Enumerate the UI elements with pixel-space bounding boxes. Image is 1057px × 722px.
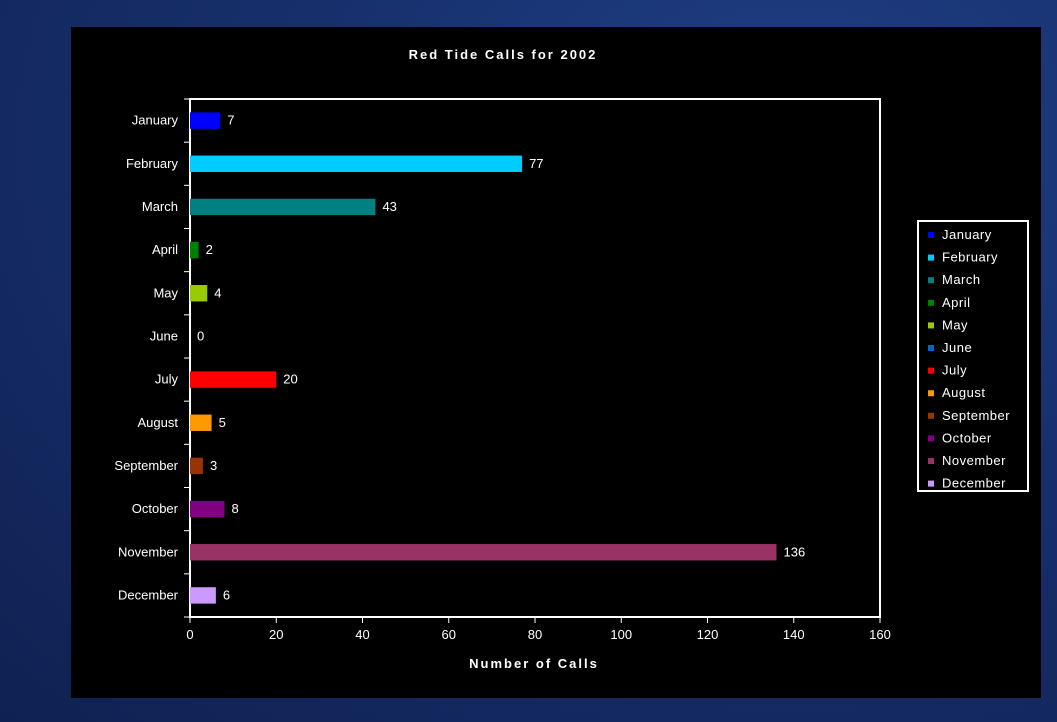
- legend-label: December: [942, 476, 1006, 491]
- legend-label: July: [942, 363, 967, 378]
- legend-swatch: [928, 367, 934, 374]
- x-tick-label: 0: [186, 627, 193, 642]
- legend-label: January: [942, 227, 992, 242]
- category-label: November: [118, 544, 179, 559]
- bar-january: [190, 112, 221, 129]
- category-label: June: [150, 328, 178, 343]
- data-label: 43: [382, 199, 396, 214]
- x-tick-label: 60: [442, 627, 456, 642]
- x-axis: 0 20 40 60 80 100 120 140 160: [186, 617, 891, 642]
- data-label: 2: [206, 242, 213, 257]
- data-label: 136: [784, 544, 806, 559]
- legend-swatch: [928, 232, 934, 238]
- legend-swatch: [928, 254, 934, 261]
- x-tick-label: 140: [783, 627, 805, 642]
- bar-chart: Red Tide Calls for 2002 7774324020538136…: [114, 47, 1029, 671]
- x-axis-title: Number of Calls: [469, 656, 599, 671]
- bar-august: [190, 414, 212, 431]
- chart-panel: Red Tide Calls for 2002 7 77 43 2 4 0 20 5 3 8 136…: [71, 27, 1041, 698]
- legend-swatch: [928, 435, 934, 442]
- bar-november: [190, 544, 777, 561]
- bar-december: [190, 587, 216, 604]
- legend-label: May: [942, 317, 968, 332]
- bar-may: [190, 285, 208, 302]
- legend-label: March: [942, 272, 981, 287]
- bar-september: [190, 457, 203, 475]
- category-label: December: [118, 587, 179, 602]
- category-label: April: [152, 242, 178, 257]
- legend-label: June: [942, 340, 972, 355]
- x-tick-label: 80: [528, 627, 542, 642]
- legend-swatch: [928, 458, 934, 464]
- legend-box: [917, 220, 1029, 492]
- x-tick-label: 40: [355, 627, 369, 642]
- data-label: 77: [529, 156, 543, 171]
- legend-label: October: [942, 430, 992, 445]
- legend-swatch: [928, 345, 934, 351]
- data-label: 6: [223, 587, 230, 602]
- legend-label: November: [942, 453, 1006, 468]
- category-label: January: [132, 113, 179, 128]
- bar-february: [190, 155, 523, 172]
- x-tick-label: 100: [610, 627, 632, 642]
- data-label: 7: [227, 113, 234, 128]
- chart-title: Red Tide Calls for 2002: [409, 47, 598, 62]
- bar-march: [190, 198, 376, 216]
- legend-label: April: [942, 295, 971, 310]
- category-label: September: [114, 458, 178, 473]
- y-axis: January February March April May June July Augu…: [114, 98, 190, 618]
- x-tick-label: 160: [869, 627, 891, 642]
- legend-swatch: [928, 322, 934, 329]
- bar-july: [190, 371, 277, 388]
- data-label: 5: [219, 415, 226, 430]
- data-label: 4: [214, 285, 221, 300]
- legend-swatch: [928, 299, 934, 306]
- category-label: May: [153, 285, 178, 300]
- plot-area: [189, 98, 881, 618]
- bar-april: [190, 241, 199, 259]
- x-tick-label: 120: [697, 627, 719, 642]
- legend-label: February: [942, 250, 998, 265]
- bar-october: [190, 500, 225, 518]
- category-label: July: [155, 372, 179, 387]
- category-label: February: [126, 156, 179, 171]
- category-label: October: [132, 501, 179, 516]
- category-label: August: [138, 415, 179, 430]
- category-label: March: [142, 199, 178, 214]
- data-label: 3: [210, 458, 217, 473]
- legend-label: September: [942, 408, 1010, 423]
- data-label: 0: [197, 328, 204, 343]
- legend-swatch: [928, 412, 934, 419]
- data-label: 8: [232, 501, 239, 516]
- legend-swatch: [928, 277, 934, 284]
- legend-swatch: [928, 390, 934, 397]
- legend-label: August: [942, 385, 985, 400]
- data-label: 20: [283, 372, 297, 387]
- legend-swatch: [928, 480, 934, 487]
- legend: January February March April May June July Augu…: [917, 220, 1029, 492]
- x-tick-label: 20: [269, 627, 283, 642]
